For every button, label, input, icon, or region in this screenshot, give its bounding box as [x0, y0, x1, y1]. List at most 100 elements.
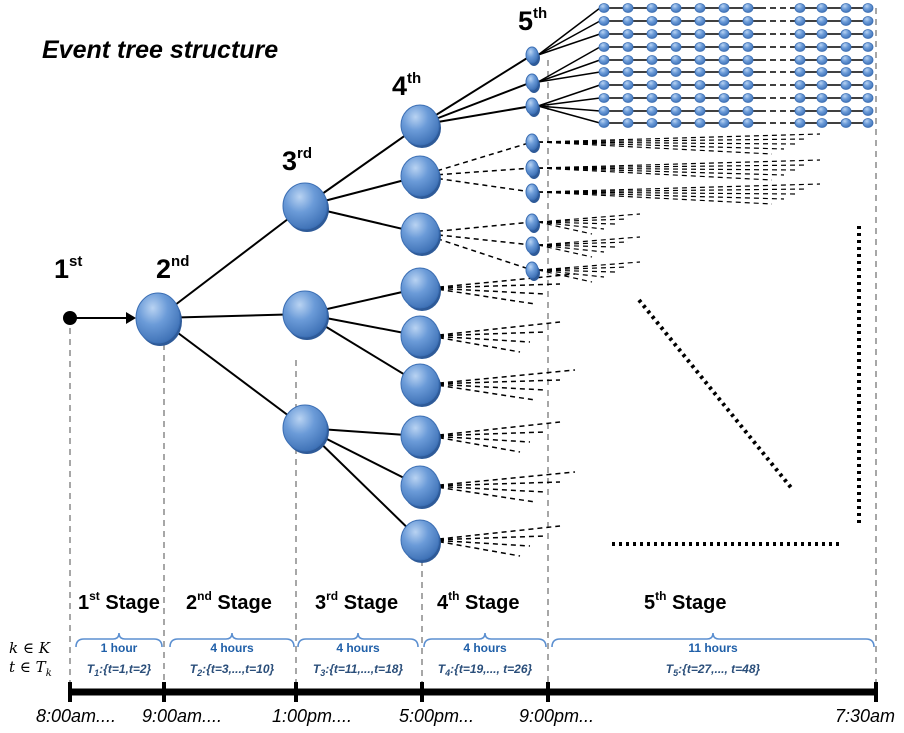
tree-node [525, 261, 539, 279]
fifth-stage-chain-node [816, 16, 828, 26]
fifth-stage-edge [537, 183, 821, 193]
fifth-stage-chain-node [598, 55, 610, 65]
fifth-stage-chain-node [694, 16, 706, 26]
duration-2: 4 hours [210, 641, 254, 655]
stage-label-5: 5th Stage [644, 589, 726, 614]
fifth-stage-chain-node [742, 67, 754, 77]
fifth-stage-chain-node [598, 3, 610, 13]
fifth-stage-chain-node [622, 29, 634, 39]
fifth-stage-edge [537, 59, 601, 83]
curly-bracket [551, 632, 875, 648]
fifth-stage-chain-node [794, 29, 806, 39]
tree-node [525, 236, 539, 254]
stage-label-4: 4th Stage [437, 589, 519, 614]
fifth-stage-chain-node [794, 16, 806, 26]
fifth-stage-chain-node [718, 3, 730, 13]
time-label-4: 9:00pm... [519, 706, 594, 726]
tree-node [282, 290, 328, 338]
fifth-stage-chain-node [694, 29, 706, 39]
fifth-stage-chain-node [742, 29, 754, 39]
fifth-stage-edge [537, 167, 773, 181]
fifth-stage-chain-node [742, 55, 754, 65]
fifth-stage-edge [537, 105, 601, 112]
fifth-stage-chain-node [598, 106, 610, 116]
tree-node [400, 363, 440, 405]
curly-bracket [297, 632, 419, 648]
curly-bracket [169, 632, 295, 648]
fifth-stage-edge [537, 167, 797, 171]
fifth-stage-chain-node [742, 16, 754, 26]
tree-node [525, 97, 539, 115]
fifth-stage-chain-node [670, 16, 682, 26]
fifth-stage-chain-node [646, 29, 658, 39]
fifth-stage-chain-node [840, 42, 852, 52]
fifth-stage-chain-node [816, 118, 828, 128]
fifth-stage-chain-node [670, 106, 682, 116]
fifth-stage-chain-node [646, 80, 658, 90]
fifth-stage-chain-node [862, 42, 874, 52]
timeline-labels: 8:00am.... 9:00am.... 1:00pm.... 5:00pm.… [36, 706, 895, 726]
fifth-stage-chain-node [840, 55, 852, 65]
fifth-stage-chain-node [670, 42, 682, 52]
fifth-stage-chain-node [646, 106, 658, 116]
fifth-stage-chain-node [670, 93, 682, 103]
fifth-stage-chain-node [794, 3, 806, 13]
tree-node [400, 212, 440, 254]
fifth-stage-chain-node [622, 42, 634, 52]
fifth-stage-chain-node [598, 67, 610, 77]
t-in-Tk-label: t ∈ Tk [9, 658, 52, 679]
fifth-stage-chain-node [646, 67, 658, 77]
fifth-stage-edge [537, 266, 629, 271]
ordinal-3: 3rd [282, 145, 312, 176]
fifth-stage-branches [537, 3, 874, 283]
fifth-stage-edge [537, 221, 617, 225]
tree-node [400, 267, 440, 309]
fifth-stage-chain-node [622, 93, 634, 103]
ordinal-5: 5th [518, 5, 547, 36]
tree-edge [429, 321, 561, 337]
fifth-stage-edge [537, 7, 601, 56]
fifth-stage-edge [537, 218, 629, 223]
tree-node [400, 155, 440, 197]
tree-node [400, 104, 440, 146]
tree-edge [429, 525, 561, 541]
fifth-stage-chain-node [794, 106, 806, 116]
fifth-stage-edge [537, 191, 773, 205]
tree-node [525, 213, 539, 231]
fifth-stage-edge [537, 159, 821, 169]
fifth-stage-chain-node [694, 118, 706, 128]
fifth-stage-chain-node [646, 3, 658, 13]
period-3: T3:{t=11,...,t=18} [313, 662, 404, 678]
fifth-stage-chain-node [840, 93, 852, 103]
stage-label-2: 2nd Stage [186, 589, 272, 614]
tree-edge [429, 485, 546, 493]
fifth-stage-edge [537, 269, 605, 278]
tree-edge [429, 383, 536, 401]
fifth-stage-edge [537, 138, 809, 143]
tree-edge [429, 421, 561, 437]
tree-node [525, 183, 539, 201]
tree-edge [429, 273, 576, 289]
tree-edge [429, 379, 561, 385]
fifth-stage-chain-node [794, 93, 806, 103]
fifth-stage-chain-node [862, 93, 874, 103]
period-2: T2:{t=3,...,t=10} [190, 662, 275, 678]
fifth-stage-chain-node [742, 80, 754, 90]
time-label-3: 5:00pm... [399, 706, 474, 726]
fifth-stage-chain-node [670, 29, 682, 39]
tree-node [525, 73, 539, 91]
fifth-stage-chain-node [816, 29, 828, 39]
tree-edge [157, 313, 306, 319]
tree-node [400, 415, 440, 457]
tree-node [525, 159, 539, 177]
fifth-stage-chain-node [622, 118, 634, 128]
fifth-stage-chain-node [862, 3, 874, 13]
fifth-stage-edge [537, 191, 797, 195]
fifth-stage-chain-node [794, 67, 806, 77]
tree-edge [419, 54, 533, 126]
fifth-stage-chain-node [862, 80, 874, 90]
tree-edge [429, 539, 531, 547]
fifth-stage-chain-node [670, 80, 682, 90]
fifth-stage-edge [537, 141, 797, 145]
fifth-stage-chain-node [718, 118, 730, 128]
